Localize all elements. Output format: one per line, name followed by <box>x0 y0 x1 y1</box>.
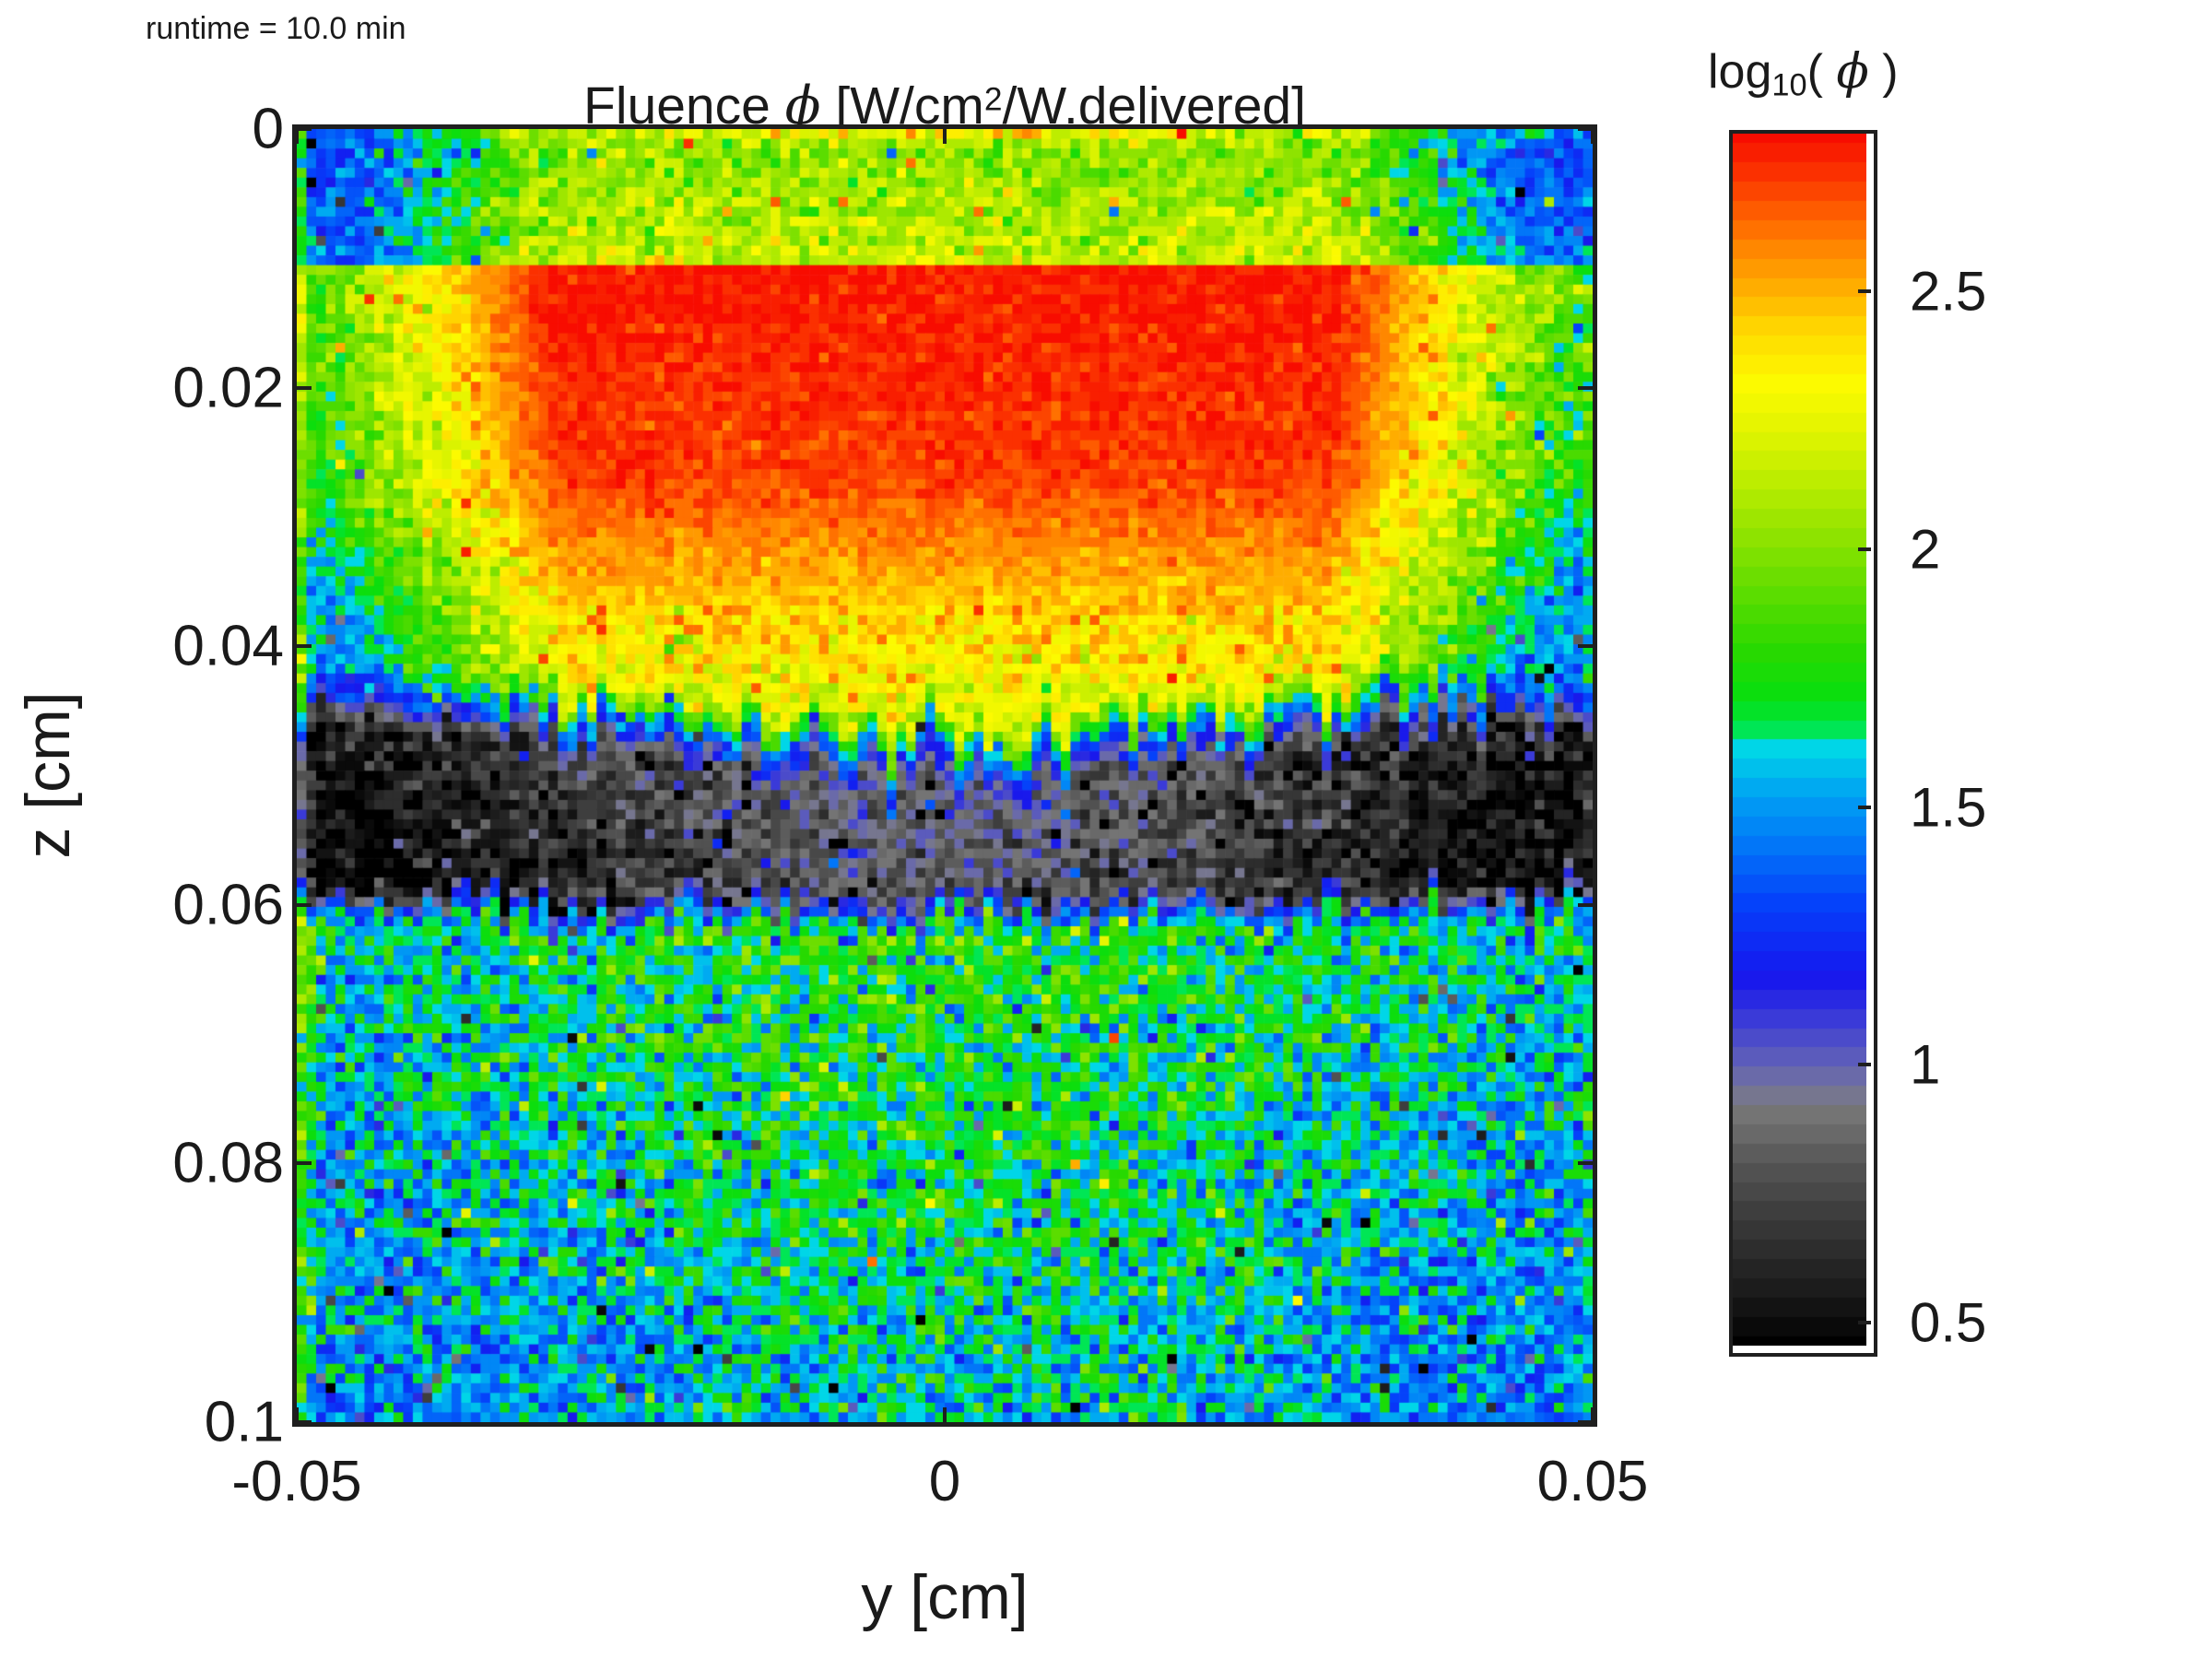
x-tick-mark-top <box>943 129 947 144</box>
y-tick-mark-right <box>1578 127 1593 131</box>
x-axis-title: y [cm] <box>861 1562 1029 1632</box>
y-tick-mark-right <box>1578 1420 1593 1424</box>
x-tick-label: -0.05 <box>231 1450 362 1513</box>
x-tick-label: 0.05 <box>1536 1450 1649 1513</box>
y-tick-label: 0 <box>252 97 284 161</box>
y-tick-mark-left <box>297 644 312 649</box>
y-tick-label: 0.02 <box>172 356 284 420</box>
y-tick-mark-left <box>297 902 312 907</box>
y-tick-mark-left <box>297 127 312 131</box>
fluence-heatmap-canvas <box>297 129 1593 1422</box>
colorbar-tick-mark <box>1858 289 1871 294</box>
y-tick-mark-right <box>1578 644 1593 649</box>
y-tick-mark-right <box>1578 902 1593 907</box>
y-tick-mark-left <box>297 1420 312 1424</box>
x-tick-mark-bottom <box>295 1407 299 1422</box>
colorbar-title-log: log <box>1708 45 1772 99</box>
y-tick-mark-left <box>297 1161 312 1166</box>
x-tick-mark-bottom <box>943 1407 947 1422</box>
colorbar-tick-label: 2.5 <box>1910 260 1987 323</box>
x-tick-label: 0 <box>928 1450 961 1513</box>
colorbar-tick-label: 1 <box>1910 1033 1941 1096</box>
colorbar-tick-mark <box>1858 805 1871 809</box>
colorbar-tick-label: 1.5 <box>1910 776 1987 839</box>
y-tick-mark-right <box>1578 1161 1593 1166</box>
x-tick-mark-top <box>1591 129 1594 144</box>
x-tick-mark-top <box>295 129 299 144</box>
y-tick-label: 0.06 <box>172 873 284 937</box>
colorbar-tick-mark <box>1858 1063 1871 1067</box>
y-tick-mark-left <box>297 385 312 390</box>
colorbar <box>1729 130 1877 1357</box>
colorbar-tick-mark <box>1858 547 1871 551</box>
colorbar-phi-symbol: ϕ <box>1836 44 1869 100</box>
colorbar-title-open-paren: ( <box>1806 45 1837 99</box>
colorbar-tick-mark <box>1858 1320 1871 1324</box>
colorbar-title: log10( ϕ ) <box>1708 44 1899 104</box>
colorbar-title-close-paren: ) <box>1868 45 1899 99</box>
colorbar-gradient-canvas <box>1733 134 1866 1346</box>
colorbar-tick-label: 2 <box>1910 518 1941 581</box>
y-tick-mark-right <box>1578 385 1593 390</box>
y-tick-label: 0.08 <box>172 1131 284 1195</box>
colorbar-title-sub: 10 <box>1771 67 1807 103</box>
y-tick-label: 0.04 <box>172 614 284 678</box>
runtime-annotation: runtime = 10.0 min <box>146 11 406 46</box>
y-tick-label: 0.1 <box>204 1390 284 1454</box>
title-superscript: 2 <box>983 81 1003 118</box>
x-tick-mark-bottom <box>1591 1407 1594 1422</box>
y-axis-title: z [cm] <box>13 691 83 859</box>
colorbar-tick-label: 0.5 <box>1910 1291 1987 1354</box>
plot-area <box>292 124 1597 1427</box>
